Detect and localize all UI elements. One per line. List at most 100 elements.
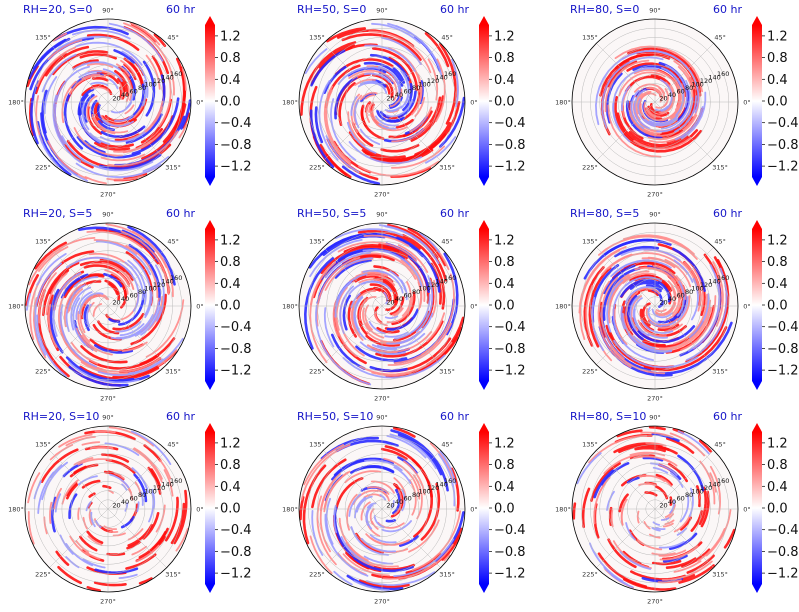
field-streak: [159, 459, 172, 480]
angle-tick-label: 180°: [282, 303, 298, 311]
field-streak: [85, 501, 92, 512]
angle-tick-label: 0°: [196, 99, 203, 107]
field-streak: [648, 426, 666, 431]
field-streak: [389, 296, 405, 316]
angle-tick-label: 225°: [35, 571, 51, 579]
field-streak: [624, 286, 656, 304]
polar-panel: 20 40 60 80 100 120 140 160 0° 45° 90° 135° 180° 225°…: [547, 0, 799, 204]
colorbar-tick-label: −0.4: [767, 320, 799, 335]
colorbar-tick-label: 1.2: [767, 436, 788, 451]
field-streak: [324, 251, 371, 279]
colorbar-tick-label: −0.4: [767, 523, 799, 538]
colorbar-tick-label: 0.4: [767, 277, 788, 292]
field-streak: [77, 88, 95, 116]
panel-time: 60 hr: [713, 410, 742, 423]
colorbar-tick-label: 0.4: [767, 480, 788, 495]
field-streak: [407, 255, 430, 293]
colorbar-tick-label: 1.2: [220, 29, 241, 44]
field-streak: [348, 69, 394, 83]
angle-tick-label: 315°: [439, 571, 455, 579]
field-streak: [364, 44, 416, 72]
field-streak: [643, 101, 667, 122]
colorbar-extend-max: [205, 16, 215, 25]
field-streak: [116, 63, 131, 77]
field-streak: [387, 223, 439, 259]
field-streak: [658, 549, 687, 557]
field-streak: [337, 241, 417, 262]
radial-tick-label: 20: [386, 95, 394, 103]
field-streak: [341, 33, 422, 61]
field-streak: [629, 454, 656, 460]
angle-tick-label: 270°: [100, 395, 116, 403]
field-streak: [178, 123, 188, 139]
field-streak: [363, 61, 404, 87]
radial-tick-label: 60: [676, 494, 684, 502]
field-streak: [634, 266, 677, 283]
field-streak: [36, 46, 77, 88]
field-streak: [363, 234, 410, 247]
field-streak: [299, 496, 305, 521]
field-streak: [679, 516, 692, 531]
field-streak: [148, 491, 155, 523]
colorbar-extend-min: [479, 584, 489, 593]
field-streak: [438, 453, 456, 507]
field-streak: [411, 510, 462, 571]
field-streak: [612, 67, 658, 129]
field-streak: [360, 537, 397, 553]
field-streak: [621, 90, 628, 118]
radial-tick-label: 80: [138, 288, 146, 296]
angle-tick-label: 225°: [582, 368, 598, 376]
colorbar-extend-max: [205, 220, 215, 229]
field-streak: [636, 287, 661, 295]
field-streak: [116, 314, 154, 339]
field-streak: [66, 256, 132, 274]
field-streak: [673, 60, 695, 90]
field-streak: [397, 90, 417, 118]
field-streak: [364, 94, 376, 100]
angle-tick-label: 270°: [374, 598, 390, 606]
angular-grid-line: [381, 101, 441, 161]
field-streak: [368, 101, 375, 113]
field-streak: [93, 117, 129, 134]
field-streak: [359, 341, 453, 376]
field-streak: [132, 448, 163, 483]
field-streak: [673, 560, 702, 573]
field-streak: [400, 259, 423, 309]
field-streak: [403, 73, 410, 106]
angular-grid-line: [107, 508, 167, 568]
field-streak: [647, 289, 659, 297]
field-streak: [601, 462, 630, 486]
field-streak: [640, 431, 674, 438]
angle-tick-label: 270°: [374, 395, 390, 403]
field-streak: [89, 446, 114, 450]
field-streak: [139, 475, 149, 494]
field-streak: [147, 295, 164, 331]
field-streak: [49, 288, 64, 354]
radial-tick-label: 140: [708, 480, 720, 488]
field-streak: [650, 74, 671, 86]
field-streak: [120, 515, 135, 529]
field-streak: [358, 160, 440, 177]
field-streak: [76, 135, 141, 159]
field-streak: [369, 110, 392, 131]
polar-panel: 20 40 60 80 100 120 140 160 0° 45° 90° 135° 180° 225°…: [274, 204, 540, 408]
angle-tick-label: 270°: [647, 191, 663, 199]
field-streak: [142, 106, 164, 135]
field-streak: [368, 30, 432, 74]
field-streak: [371, 22, 421, 44]
field-streak: [135, 544, 160, 563]
field-streak: [103, 470, 125, 481]
panel-title: RH=80, S=0: [570, 3, 640, 16]
field-streak: [332, 302, 339, 337]
field-streak: [397, 88, 403, 102]
field-streak: [333, 504, 338, 534]
field-streak: [410, 95, 445, 142]
field-streak: [36, 121, 72, 176]
field-streak: [335, 286, 348, 331]
panel-time: 60 hr: [166, 3, 195, 16]
field-streak: [613, 339, 699, 369]
angular-grid-line: [49, 305, 109, 365]
colorbar-tick-label: −1.2: [767, 364, 799, 379]
radial-tick-label: 160: [717, 274, 729, 282]
